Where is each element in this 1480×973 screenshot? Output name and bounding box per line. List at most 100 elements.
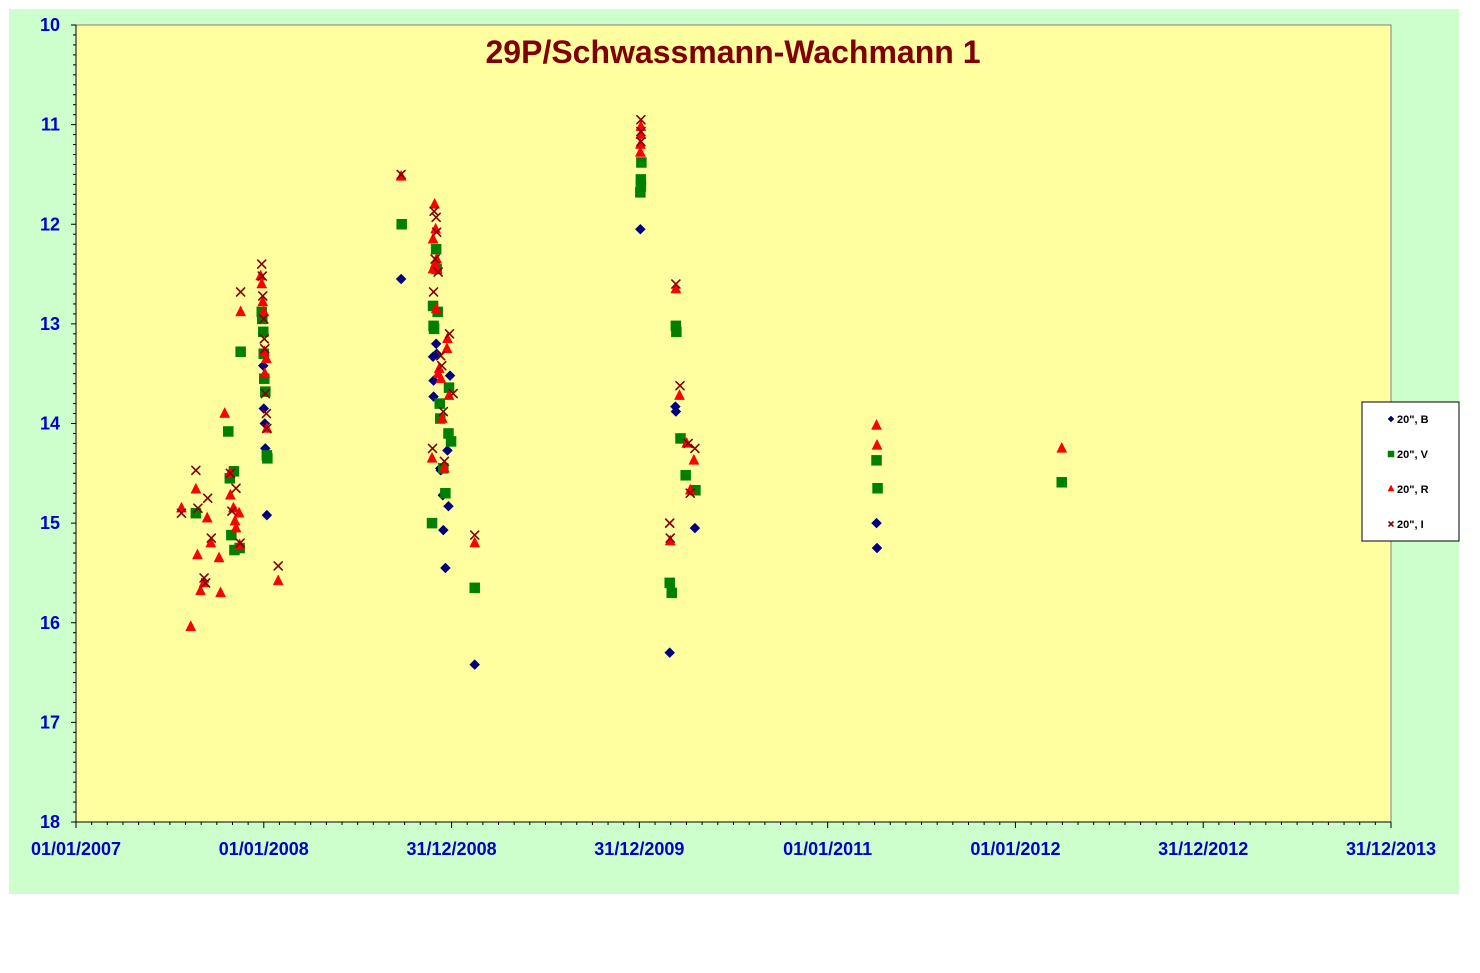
- data-point: [670, 406, 682, 417]
- data-point: [635, 174, 647, 185]
- data-point: [469, 536, 481, 548]
- data-point: [442, 445, 453, 456]
- data-point: [445, 436, 457, 447]
- data-point: [430, 254, 440, 264]
- data-point: [258, 403, 270, 414]
- data-point: [202, 493, 213, 504]
- data-point: [226, 529, 237, 541]
- data-point: [223, 426, 234, 437]
- data-point: [469, 530, 480, 540]
- data-point: [1056, 441, 1068, 453]
- chart-title: 29P/Schwassmann-Wachmann 1: [486, 34, 981, 70]
- data-point: [395, 273, 407, 285]
- y-tick-label: 14: [40, 414, 60, 434]
- data-point: [260, 386, 271, 397]
- legend-label: 20", V: [1397, 449, 1429, 461]
- data-point: [440, 487, 451, 499]
- data-point: [636, 157, 647, 168]
- data-point: [272, 574, 284, 586]
- data-point: [215, 586, 226, 598]
- data-point: [260, 352, 272, 363]
- series-diamond: [257, 223, 883, 670]
- data-point: [871, 542, 883, 554]
- data-point: [235, 538, 245, 548]
- data-point: [431, 227, 442, 238]
- data-point: [261, 509, 273, 521]
- y-tick-label: 12: [40, 214, 60, 234]
- data-point: [871, 438, 883, 450]
- legend-entry: 20", B: [1387, 414, 1429, 426]
- data-point: [427, 443, 438, 454]
- data-point: [433, 267, 443, 277]
- data-point: [227, 506, 237, 516]
- y-tick-label: 10: [40, 15, 60, 35]
- data-point: [671, 326, 682, 338]
- data-point: [190, 482, 202, 494]
- y-tick-label: 18: [40, 812, 60, 832]
- data-point: [185, 620, 197, 631]
- data-point: [426, 517, 438, 529]
- legend-label: 20", R: [1397, 484, 1429, 496]
- data-point: [429, 206, 439, 217]
- data-point: [230, 521, 242, 533]
- data-point: [258, 314, 269, 324]
- data-point: [441, 342, 453, 354]
- data-point: [469, 659, 481, 670]
- data-point: [260, 343, 270, 354]
- legend-entry: 20", R: [1387, 484, 1429, 496]
- data-marks: [176, 114, 1068, 670]
- data-point: [256, 259, 267, 269]
- data-point: [438, 461, 450, 473]
- data-point: [666, 587, 678, 599]
- data-point: [872, 483, 883, 494]
- data-point: [235, 305, 247, 317]
- data-point: [665, 533, 676, 543]
- data-point: [674, 389, 685, 400]
- data-point: [259, 334, 270, 344]
- data-point: [431, 212, 441, 223]
- data-point: [664, 647, 676, 658]
- data-point: [671, 279, 681, 289]
- data-point: [259, 367, 271, 378]
- data-point: [690, 443, 700, 454]
- data-point: [262, 423, 272, 434]
- x-tick-label: 31/12/2013: [1346, 839, 1436, 859]
- data-point: [430, 338, 442, 350]
- data-point: [430, 243, 442, 255]
- data-point: [273, 561, 283, 571]
- legend-marker: [1387, 484, 1395, 492]
- data-point: [261, 408, 272, 419]
- data-point: [176, 508, 187, 518]
- data-point: [257, 291, 268, 301]
- data-point: [871, 418, 882, 430]
- y-tick-label: 17: [40, 712, 60, 732]
- data-point: [469, 582, 480, 594]
- y-tick-label: 15: [40, 513, 60, 533]
- data-point: [193, 503, 203, 513]
- axes: 10 11 12 13 14 15 16 17 18 01/01/2007 01/01/2008 31…: [31, 15, 1436, 859]
- data-point: [438, 406, 449, 417]
- data-point: [231, 483, 241, 494]
- x-tick-label: 01/01/2011: [783, 839, 872, 859]
- data-point: [435, 350, 446, 361]
- data-point: [680, 470, 691, 481]
- data-point: [683, 438, 694, 449]
- data-point: [235, 287, 246, 297]
- y-tick-label: 16: [40, 613, 60, 633]
- data-point: [235, 346, 246, 358]
- data-point: [429, 197, 440, 209]
- series-x: [176, 114, 700, 588]
- data-point: [444, 329, 455, 339]
- data-point: [200, 578, 211, 588]
- legend-marker: [1387, 415, 1395, 423]
- data-point: [258, 305, 270, 317]
- y-tick-label: 11: [41, 115, 60, 135]
- data-point: [396, 219, 407, 230]
- data-point: [195, 584, 206, 596]
- data-point: [636, 136, 646, 147]
- legend-box: [1361, 401, 1460, 542]
- data-point: [444, 370, 456, 382]
- legend-entry: 20", I: [1388, 519, 1424, 531]
- plot-area: [75, 24, 1392, 823]
